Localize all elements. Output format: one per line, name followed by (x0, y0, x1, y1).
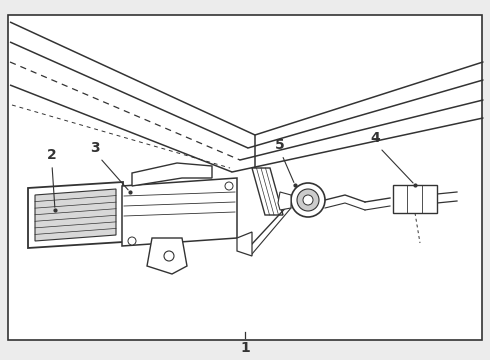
Text: 1: 1 (240, 341, 250, 355)
Text: 3: 3 (90, 141, 100, 155)
Circle shape (297, 189, 319, 211)
Text: 2: 2 (47, 148, 57, 162)
Circle shape (291, 183, 325, 217)
Polygon shape (122, 178, 237, 246)
Polygon shape (35, 189, 116, 241)
Bar (393, 185, 437, 213)
Text: 4: 4 (370, 131, 380, 145)
Polygon shape (278, 192, 291, 210)
Text: 5: 5 (275, 138, 285, 152)
Circle shape (128, 237, 136, 245)
Circle shape (303, 195, 313, 205)
Circle shape (225, 182, 233, 190)
Polygon shape (237, 232, 252, 256)
Polygon shape (132, 163, 212, 186)
Circle shape (164, 251, 174, 261)
Polygon shape (28, 182, 123, 248)
Polygon shape (147, 238, 187, 274)
Polygon shape (252, 168, 283, 215)
